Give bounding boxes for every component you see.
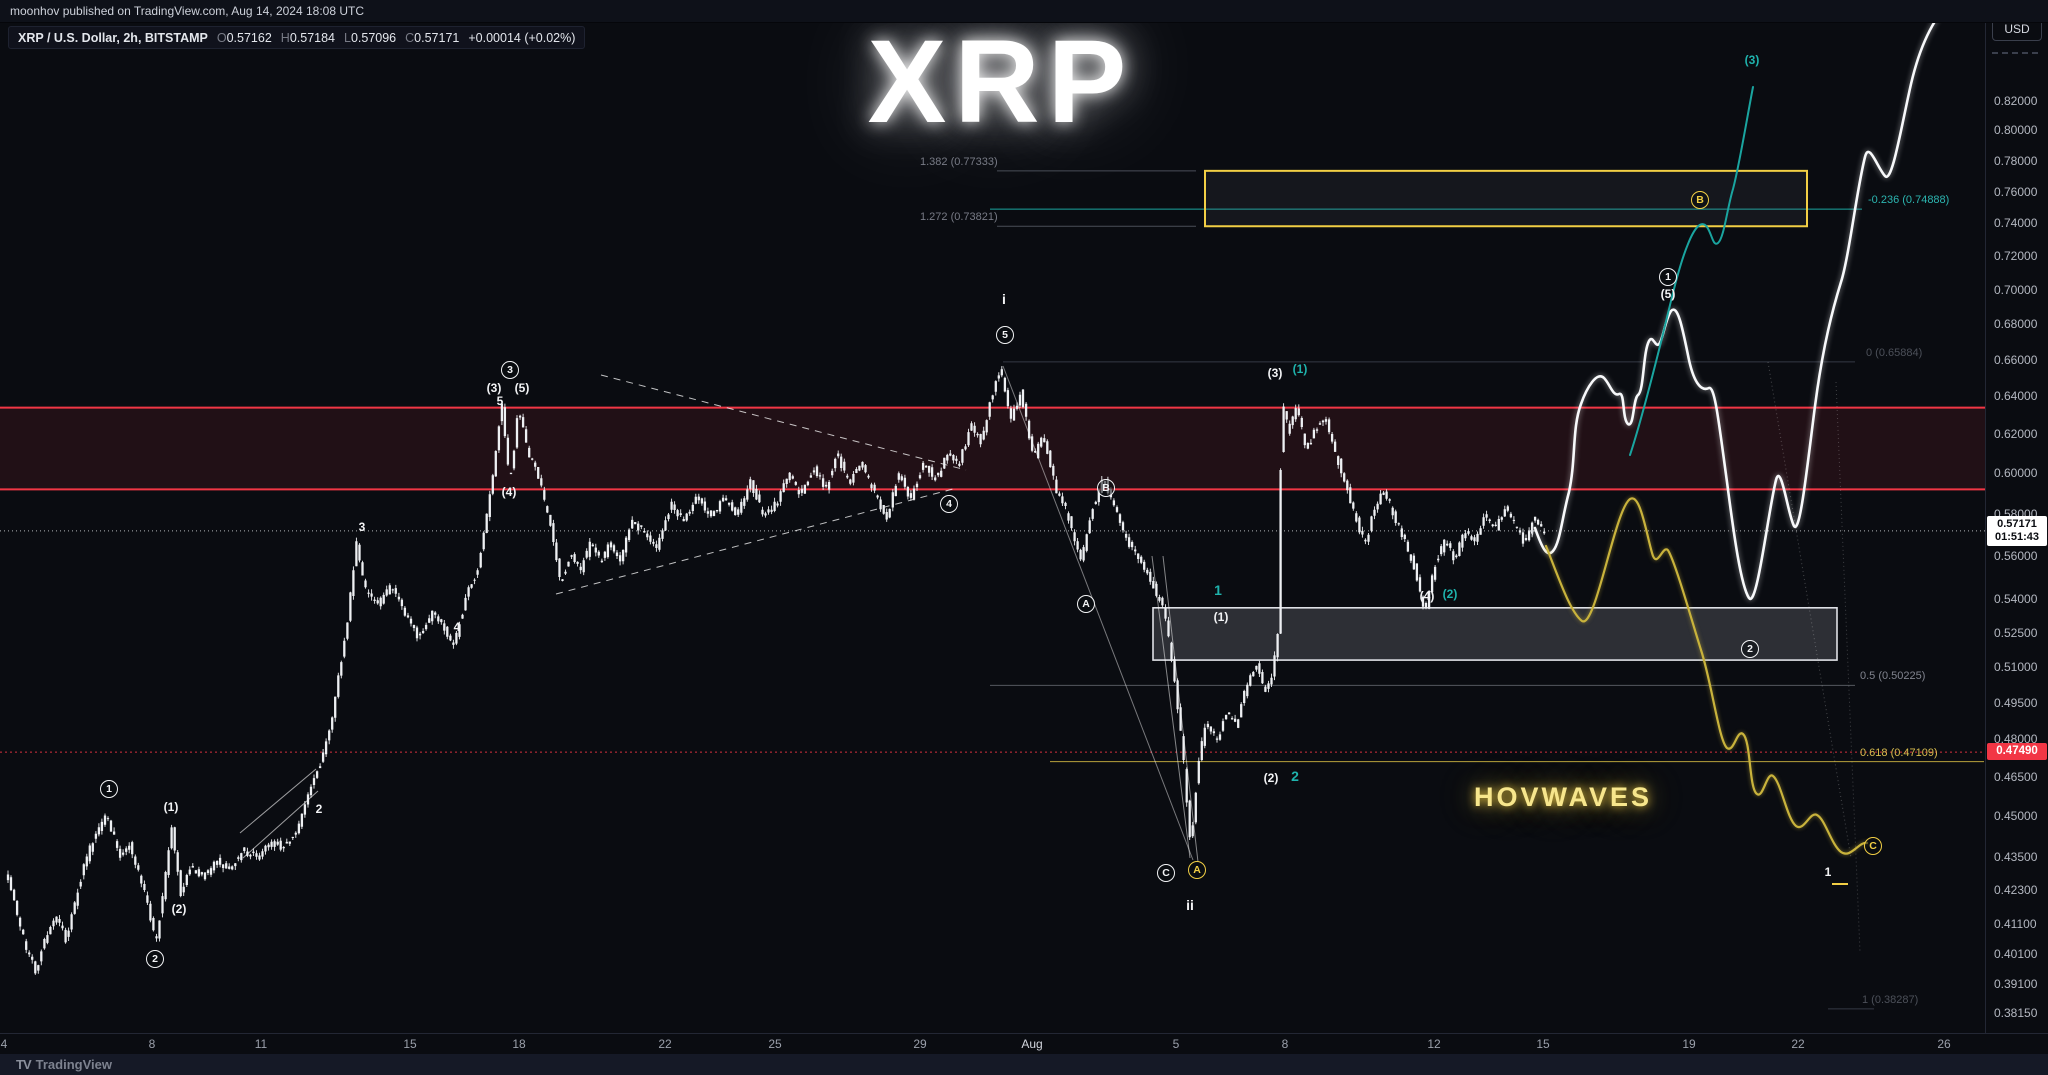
time-axis[interactable]: 4 8 11 15 18 22 25 29 Aug 5 8 12 15 19 22 26 (0, 1033, 2048, 1055)
time-tick: Aug (1021, 1037, 1043, 1051)
price-tick: 0.80000 (1994, 123, 2038, 138)
peak-to-low-trendline (1002, 365, 1194, 861)
close-value: 0.57171 (414, 30, 460, 45)
yellow-alt-decline-projection (1544, 497, 1869, 855)
time-tick: 15 (403, 1037, 417, 1051)
price-tick: 0.76000 (1994, 184, 2038, 199)
price-tick: 0.64000 (1994, 389, 2038, 404)
open-label: O (216, 30, 227, 45)
price-tick: 0.46500 (1994, 770, 2038, 785)
time-tick: 22 (1791, 1037, 1805, 1051)
price-tick: 0.45000 (1994, 809, 2038, 824)
price-tick: 0.56000 (1994, 548, 2038, 563)
price-tick: 0.38150 (1994, 1006, 2038, 1021)
price-tick: 0.42300 (1994, 883, 2038, 898)
price-axis[interactable]: USD 0.82000 0.80000 0.78000 0.76000 0.74000 0… (1985, 16, 2048, 1033)
price-tick: 0.49500 (1994, 695, 2038, 710)
time-tick: 19 (1682, 1037, 1696, 1051)
candle-bodies (6, 369, 1546, 974)
wedge-upper (239, 768, 317, 834)
price-tick: 0.68000 (1994, 317, 2038, 332)
price-tick: 0.43500 (1994, 849, 2038, 864)
price-tick: 0.40100 (1994, 946, 2038, 961)
open-value: 0.57162 (226, 30, 272, 45)
triangle-upper-dashed (600, 374, 967, 471)
change-value: +0.00014 (+0.02%) (468, 30, 576, 45)
publish-info-text: moonhov published on TradingView.com, Au… (10, 4, 365, 18)
price-tick: 0.66000 (1994, 352, 2038, 367)
time-tick: 4 (0, 1037, 8, 1051)
hovwaves-brand-watermark: HOVWAVES (1474, 782, 1653, 812)
price-tick: 0.82000 (1994, 94, 2038, 108)
time-tick: 29 (913, 1037, 927, 1051)
symbol-title[interactable]: XRP / U.S. Dollar, 2h, BITSTAMP (18, 30, 208, 45)
high-label: H (280, 30, 290, 45)
wedge-lower (242, 790, 319, 859)
price-tick: 0.54000 (1994, 591, 2038, 606)
time-tick: 18 (512, 1037, 526, 1051)
low-value: 0.57096 (350, 30, 397, 45)
axis-divider-dashes (1992, 52, 2038, 54)
price-tick: 0.51000 (1994, 660, 2038, 675)
time-tick: 22 (658, 1037, 672, 1051)
symbol-info-bar[interactable]: XRP / U.S. Dollar, 2h, BITSTAMP O0.57162… (8, 26, 586, 49)
last-price-value: 0.57171 (1997, 517, 2037, 530)
xrp-watermark: XRP (867, 16, 1135, 148)
price-tick: 0.70000 (1994, 282, 2038, 297)
price-tick: 0.39100 (1994, 976, 2038, 991)
alert-price-badge: 0.47490 (1987, 743, 2047, 761)
red-resistance-band (0, 407, 1985, 490)
time-tick: 15 (1536, 1037, 1550, 1051)
price-tick: 0.48000 (1994, 732, 2038, 747)
price-tick: 0.74000 (1994, 216, 2038, 231)
triangle-lower-dashed (555, 488, 954, 595)
tradingview-logo-text: TradingView (35, 1057, 112, 1072)
price-tick: 0.60000 (1994, 466, 2038, 481)
price-tick: 0.78000 (1994, 153, 2038, 168)
time-tick: 8 (148, 1037, 156, 1051)
last-price-badge: 0.57171 01:51:43 (1987, 515, 2047, 546)
bottom-strip: TV TradingView (0, 1054, 2048, 1075)
time-tick: 11 (254, 1037, 268, 1051)
publish-info-bar: moonhov published on TradingView.com, Au… (0, 0, 2048, 23)
tradingview-logo[interactable]: TV TradingView (16, 1057, 112, 1072)
time-tick: 8 (1281, 1037, 1289, 1051)
white-impulse-projection (1533, 0, 1952, 601)
teal-wave3-projection (1629, 86, 1754, 456)
close-label: C (405, 30, 415, 45)
tradingview-logo-icon: TV (16, 1057, 32, 1072)
fib-anchor-line-1 (1151, 555, 1191, 859)
high-value: 0.57184 (289, 30, 335, 45)
price-tick: 0.72000 (1994, 249, 2038, 264)
time-tick: 12 (1427, 1037, 1441, 1051)
time-tick: 26 (1937, 1037, 1951, 1051)
bar-countdown: 01:51:43 (1994, 530, 2040, 543)
low-label: L (344, 30, 351, 45)
price-tick: 0.41100 (1994, 917, 2037, 932)
gray-support-box (1152, 607, 1838, 661)
price-tick: 0.52500 (1994, 625, 2038, 640)
time-tick: 5 (1172, 1037, 1180, 1051)
price-tick: 0.62000 (1994, 427, 2038, 442)
time-tick: 25 (768, 1037, 782, 1051)
yellow-target-box (1204, 169, 1808, 228)
